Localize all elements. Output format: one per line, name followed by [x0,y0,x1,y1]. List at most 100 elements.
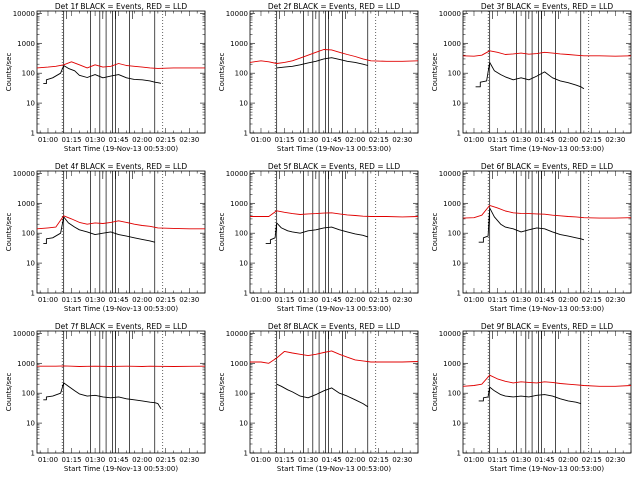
x-axis-label: Start Time (19-Nov-13 00:53:00) [277,305,391,313]
x-tick-label: 01:45 [535,136,555,144]
panel-title: Det 5f BLACK = Events, RED = LLD [268,162,401,171]
y-tick-label: 10000 [439,330,461,338]
y-tick-label: 10000 [226,330,248,338]
x-axis-label: Start Time (19-Nov-13 00:53:00) [277,465,391,473]
events-series-line [276,57,368,69]
x-tick-label: 02:30 [605,456,625,464]
y-tick-label: 1 [457,290,461,298]
x-tick-label: 01:00 [38,456,58,464]
x-tick-label: 02:30 [179,136,199,144]
x-tick-label: 01:30 [85,136,105,144]
panel-title: Det 9f BLACK = Events, RED = LLD [481,322,614,331]
y-tick-label: 1 [244,290,248,298]
x-axis-label: Start Time (19-Nov-13 00:53:00) [490,305,604,313]
y-axis-label: Counts/sec [5,53,13,92]
y-axis-label: Counts/sec [5,213,13,252]
x-tick-label: 02:00 [132,136,152,144]
y-tick-label: 10000 [226,170,248,178]
y-tick-label: 1000 [17,200,35,208]
x-tick-label: 01:00 [464,296,484,304]
y-tick-label: 100 [448,390,461,398]
y-tick-label: 100 [235,70,248,78]
x-tick-label: 02:00 [558,456,578,464]
x-axis-label: Start Time (19-Nov-13 00:53:00) [64,145,178,153]
x-axis-label: Start Time (19-Nov-13 00:53:00) [64,465,178,473]
y-tick-label: 10 [26,260,35,268]
x-tick-label: 02:00 [345,136,365,144]
x-tick-label: 02:00 [558,296,578,304]
x-tick-label: 02:15 [156,136,176,144]
x-tick-label: 01:30 [298,136,318,144]
y-tick-label: 1 [31,290,35,298]
detector-panel: Det 7f BLACK = Events, RED = LLD Counts/s… [5,322,206,473]
x-tick-label: 02:15 [582,136,602,144]
y-tick-label: 10 [26,420,35,428]
panel-title: Det 1f BLACK = Events, RED = LLD [55,2,188,11]
y-tick-label: 10 [239,260,248,268]
lld-series-line [250,210,419,218]
y-axis-label: Counts/sec [218,373,226,412]
x-tick-label: 01:45 [535,296,555,304]
x-tick-label: 01:15 [274,456,294,464]
x-tick-label: 01:00 [464,456,484,464]
x-tick-label: 02:15 [582,456,602,464]
lld-series-line [36,215,205,230]
y-tick-label: 1 [457,130,461,138]
lld-series-line [249,49,419,64]
x-tick-label: 02:15 [156,456,176,464]
x-tick-label: 01:00 [251,456,271,464]
panel-title: Det 8f BLACK = Events, RED = LLD [268,322,401,331]
y-tick-label: 1000 [230,40,248,48]
detector-panel: Det 1f BLACK = Events, RED = LLD Counts/s… [5,2,206,153]
x-tick-label: 02:30 [392,456,412,464]
y-tick-label: 1000 [17,360,35,368]
events-series-line [43,65,162,85]
plot-frame [462,330,632,454]
x-tick-label: 01:15 [487,296,507,304]
x-tick-label: 01:15 [487,136,507,144]
x-tick-label: 02:15 [369,456,389,464]
events-series-line [478,207,585,243]
x-tick-label: 02:00 [558,136,578,144]
x-tick-label: 01:15 [274,136,294,144]
detector-panel: Det 5f BLACK = Events, RED = LLD Counts/s… [218,162,419,313]
x-tick-label: 02:30 [179,456,199,464]
plot-frame [36,330,206,454]
y-axis-label: Counts/sec [218,53,226,92]
x-tick-label: 02:00 [345,456,365,464]
events-series-line [43,216,155,245]
y-tick-label: 1000 [230,360,248,368]
y-tick-label: 1 [244,450,248,458]
x-tick-label: 01:45 [535,456,555,464]
plot-frame [249,330,419,454]
x-tick-label: 01:00 [464,136,484,144]
plot-frame [36,10,206,134]
x-tick-label: 01:30 [511,296,531,304]
x-tick-label: 01:45 [109,296,129,304]
detector-panel: Det 9f BLACK = Events, RED = LLD Counts/s… [431,322,632,473]
lld-series-line [462,374,632,387]
events-series-line [475,61,585,90]
y-tick-label: 1 [31,130,35,138]
x-tick-label: 01:30 [511,456,531,464]
y-tick-label: 1 [457,450,461,458]
y-axis-label: Counts/sec [431,373,439,412]
x-tick-label: 01:45 [322,456,342,464]
x-tick-label: 01:00 [38,296,58,304]
x-axis-label: Start Time (19-Nov-13 00:53:00) [490,465,604,473]
y-tick-label: 100 [22,390,35,398]
y-tick-label: 100 [22,230,35,238]
detector-panel: Det 2f BLACK = Events, RED = LLD Counts/s… [218,2,419,153]
x-tick-label: 01:15 [487,456,507,464]
lld-series-line [37,365,206,367]
y-tick-label: 100 [235,230,248,238]
detector-panel: Det 4f BLACK = Events, RED = LLD Counts/s… [5,162,206,313]
y-tick-label: 1000 [443,360,461,368]
y-tick-label: 10000 [439,10,461,18]
x-tick-label: 01:30 [85,296,105,304]
plot-frame [36,170,206,294]
plot-frame [462,10,632,134]
y-tick-label: 10000 [13,10,35,18]
x-axis-label: Start Time (19-Nov-13 00:53:00) [490,145,604,153]
y-tick-label: 10 [239,420,248,428]
